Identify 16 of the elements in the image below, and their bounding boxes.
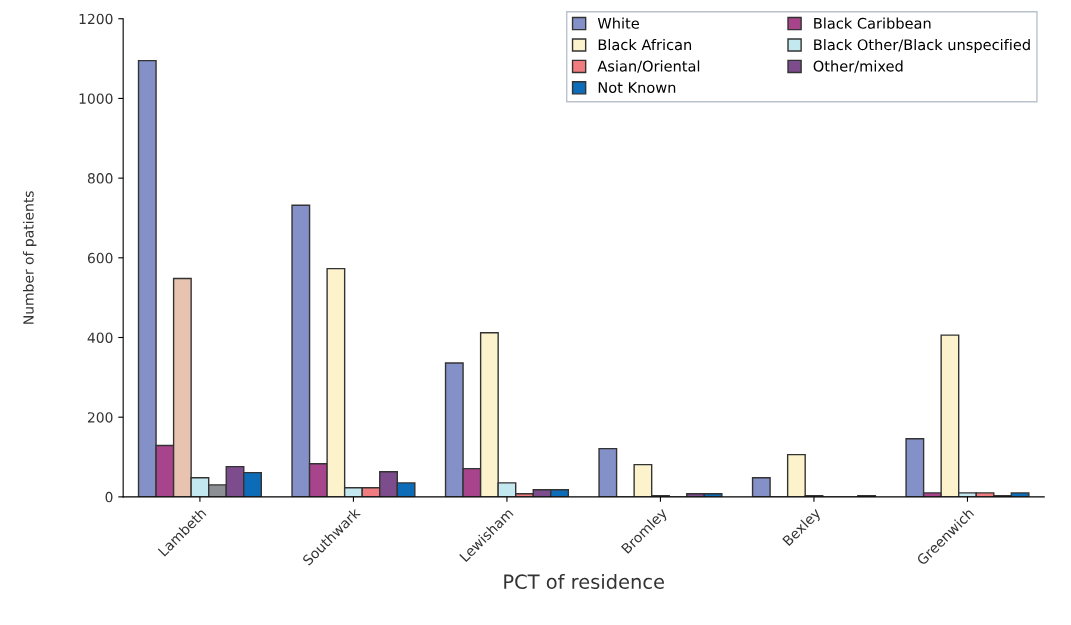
x-axis-title: PCT of residence [504,573,664,590]
legend-label: Black African [598,38,692,51]
y-tick-label: 200 [87,412,113,423]
legend-label: Black Caribbean [814,17,931,29]
y-tick-label: 600 [87,252,113,264]
legend-label: Other/mixed [813,60,903,73]
legend-label: Asian/Oriental [597,60,700,73]
y-tick-label: 400 [87,332,113,343]
legend-label: Black Other/Black unspecified [814,38,1030,54]
legend-label: White [597,17,639,29]
y-tick-label: 1000 [79,93,113,104]
y-tick-label: 800 [87,173,113,184]
y-axis-title: Number of patients [22,191,37,324]
y-tick-label: 0 [105,491,113,503]
y-tick-label: 1200 [79,13,113,25]
legend-label: Not Known [598,82,676,94]
